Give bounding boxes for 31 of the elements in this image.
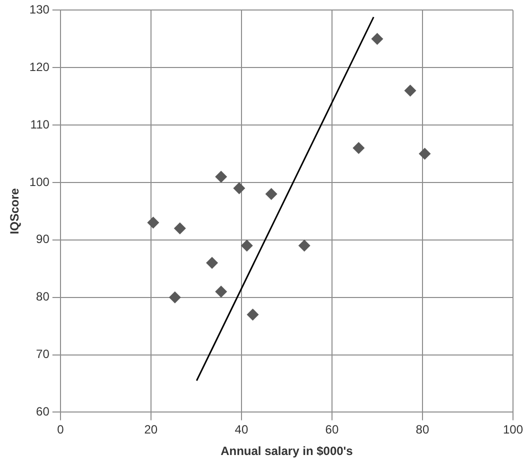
y-axis-title: IQScore [8,188,22,234]
point [215,170,228,183]
point [215,286,228,298]
point [174,222,186,234]
point [352,142,365,154]
point [147,216,160,229]
point [240,240,253,252]
point [265,188,278,200]
y-tick-label: 80 [36,290,50,304]
point [233,182,246,194]
x-tick-label: 100 [502,422,524,437]
y-tick-label: 70 [36,347,50,362]
point [371,32,384,45]
y-tick-label: 90 [36,232,50,246]
y-tick-label: 60 [36,404,50,419]
x-tick-label: 60 [325,422,339,437]
x-tick-label: 40 [234,422,248,437]
y-tick-label: 120 [29,60,50,74]
point [246,308,259,321]
point [206,256,218,269]
y-tick-label: 130 [29,2,50,17]
y-tick-label: 110 [30,117,50,132]
y-tick-label: 100 [29,174,50,189]
point [168,291,181,304]
x-axis-title: Annual salary in $000's [220,444,354,458]
x-tick-label: 20 [144,422,158,437]
x-tick-label: 0 [57,422,64,437]
point [404,84,416,97]
point [298,240,310,252]
x-tick-label: 80 [416,422,430,437]
point [418,148,431,160]
